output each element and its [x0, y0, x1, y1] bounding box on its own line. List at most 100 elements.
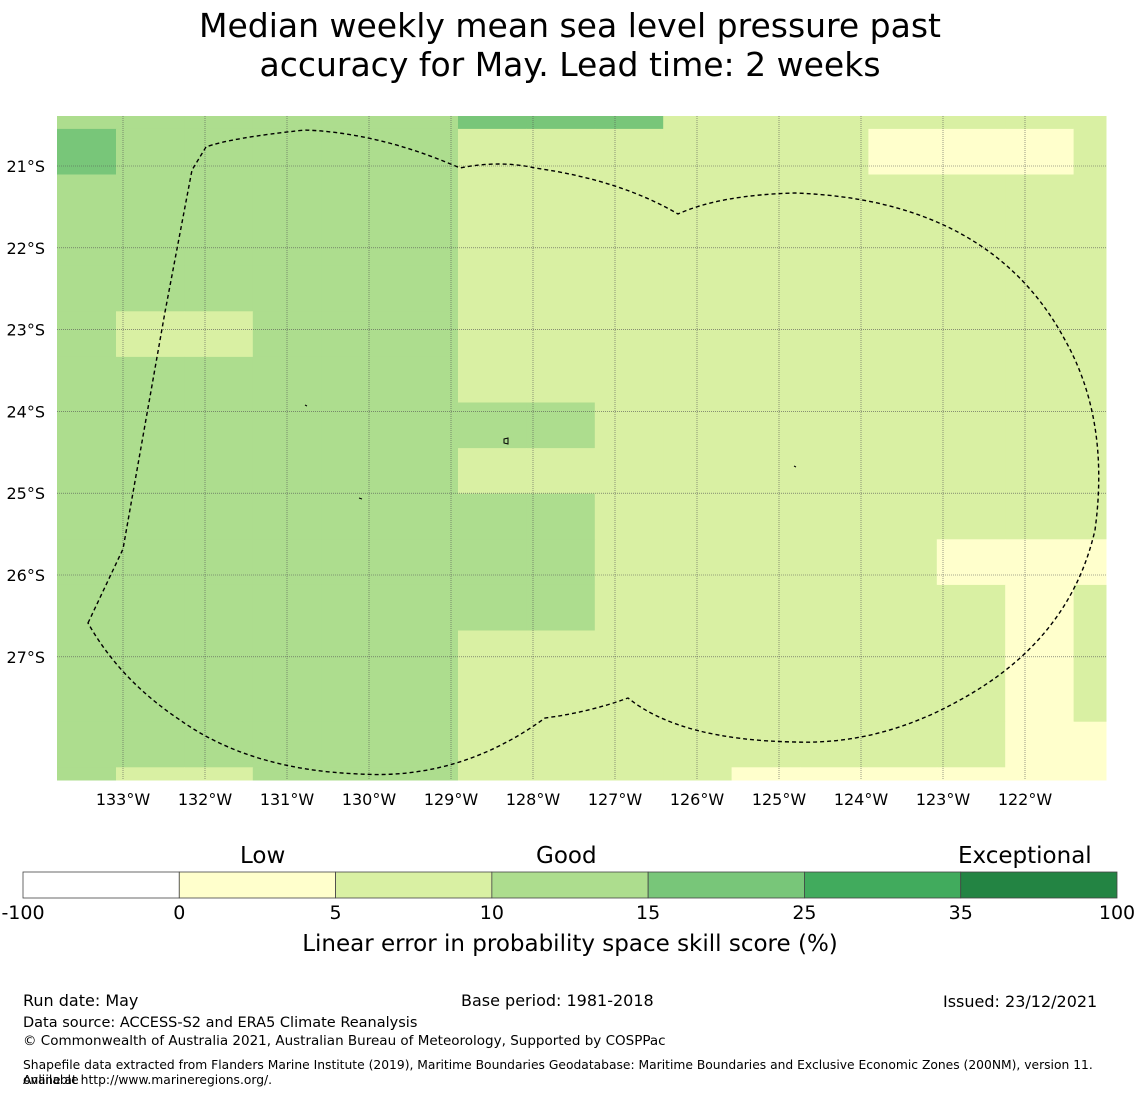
skill-cell — [526, 767, 596, 781]
skill-cell — [731, 539, 801, 586]
skill-cell — [57, 356, 117, 403]
skill-cell — [184, 676, 254, 723]
skill-cell — [252, 676, 322, 723]
skill-cell — [1073, 356, 1107, 403]
skill-cell — [936, 539, 1006, 586]
skill-cell — [868, 311, 938, 358]
skill-cell — [868, 584, 938, 631]
skill-cell — [57, 721, 117, 768]
colorbar-tick-label: 35 — [948, 902, 973, 924]
skill-cell — [184, 116, 254, 130]
skill-cell — [184, 265, 254, 312]
skill-cell — [594, 676, 664, 723]
skill-cell — [594, 493, 664, 540]
island-outline — [793, 465, 797, 468]
skill-cell — [663, 721, 733, 768]
skill-cell — [1005, 220, 1075, 267]
skill-cell — [116, 493, 185, 540]
skill-cell — [116, 539, 185, 586]
skill-cell — [184, 311, 254, 358]
islands — [304, 404, 797, 500]
skill-cell — [321, 402, 391, 449]
skill-cell — [321, 676, 391, 723]
skill-cell — [800, 539, 869, 586]
skill-cell — [800, 174, 869, 221]
skill-cell — [389, 630, 459, 677]
skill-cell — [184, 493, 254, 540]
skill-cell — [1073, 448, 1107, 495]
skill-cell — [594, 265, 664, 312]
skill-cell — [663, 493, 733, 540]
skill-cell — [389, 448, 459, 495]
skill-cell — [663, 311, 733, 358]
skill-cell — [389, 493, 459, 540]
skill-cell — [594, 402, 664, 449]
skill-cell — [936, 265, 1006, 312]
skill-cell — [663, 220, 733, 267]
skill-cell — [184, 539, 254, 586]
lon-tick-label: 127°W — [588, 790, 643, 809]
skill-cell — [389, 402, 459, 449]
skill-cell — [594, 311, 664, 358]
skill-cell — [184, 174, 254, 221]
skill-cell — [663, 174, 733, 221]
skill-cell — [936, 721, 1006, 768]
skill-cell — [252, 402, 322, 449]
skill-cell — [868, 265, 938, 312]
skill-cell — [57, 311, 117, 358]
skill-cell — [1005, 128, 1075, 175]
skill-cell — [321, 721, 391, 768]
colorbar-label-exceptional: Exceptional — [958, 843, 1092, 869]
skill-cell — [800, 721, 869, 768]
colorbar-segment — [22, 871, 180, 899]
colorbar-segment — [960, 871, 1118, 899]
colorbar-title: Linear error in probability space skill … — [302, 931, 838, 957]
skill-cell — [57, 539, 117, 586]
skill-cell — [184, 630, 254, 677]
skill-cell — [57, 174, 117, 221]
skill-cell — [663, 265, 733, 312]
skill-cell — [594, 128, 664, 175]
skill-cell — [389, 356, 459, 403]
skill-cell — [663, 356, 733, 403]
skill-cell — [594, 539, 664, 586]
skill-cell — [389, 311, 459, 358]
skill-cell — [800, 128, 869, 175]
colorbar-tick-label: 0 — [173, 902, 186, 924]
skill-cell — [1073, 493, 1107, 540]
skill-cell — [868, 721, 938, 768]
colorbar-segment — [647, 871, 805, 899]
skill-cell — [1073, 767, 1107, 781]
skill-cell — [663, 128, 733, 175]
skill-cell — [868, 402, 938, 449]
skill-cell — [389, 539, 459, 586]
skill-cell — [731, 676, 801, 723]
skill-cell — [1005, 539, 1075, 586]
skill-cell — [57, 265, 117, 312]
skill-cell — [800, 448, 869, 495]
skill-cell — [1005, 493, 1075, 540]
skill-cell — [184, 356, 254, 403]
lon-tick-label: 122°W — [998, 790, 1053, 809]
skill-cell — [936, 174, 1006, 221]
shapefile-credit-line2: online at http://www.marineregions.org/. — [23, 1073, 273, 1087]
skill-cell — [458, 630, 527, 677]
skill-cell — [936, 493, 1006, 540]
lon-tick-label: 129°W — [424, 790, 479, 809]
skill-cell — [936, 584, 1006, 631]
lon-tick-label: 128°W — [506, 790, 561, 809]
skill-cell — [252, 220, 322, 267]
skill-cell — [1073, 311, 1107, 358]
skill-cell — [252, 174, 322, 221]
skill-cell — [1005, 767, 1075, 781]
skill-cell — [868, 676, 938, 723]
lon-tick-label: 132°W — [178, 790, 233, 809]
colorbar-tick-label: 25 — [792, 902, 817, 924]
skill-cell — [389, 676, 459, 723]
skill-cell — [800, 584, 869, 631]
skill-cell — [116, 721, 185, 768]
skill-cell — [458, 311, 527, 358]
skill-cell — [594, 356, 664, 403]
skill-cell — [526, 356, 596, 403]
skill-cell — [184, 402, 254, 449]
